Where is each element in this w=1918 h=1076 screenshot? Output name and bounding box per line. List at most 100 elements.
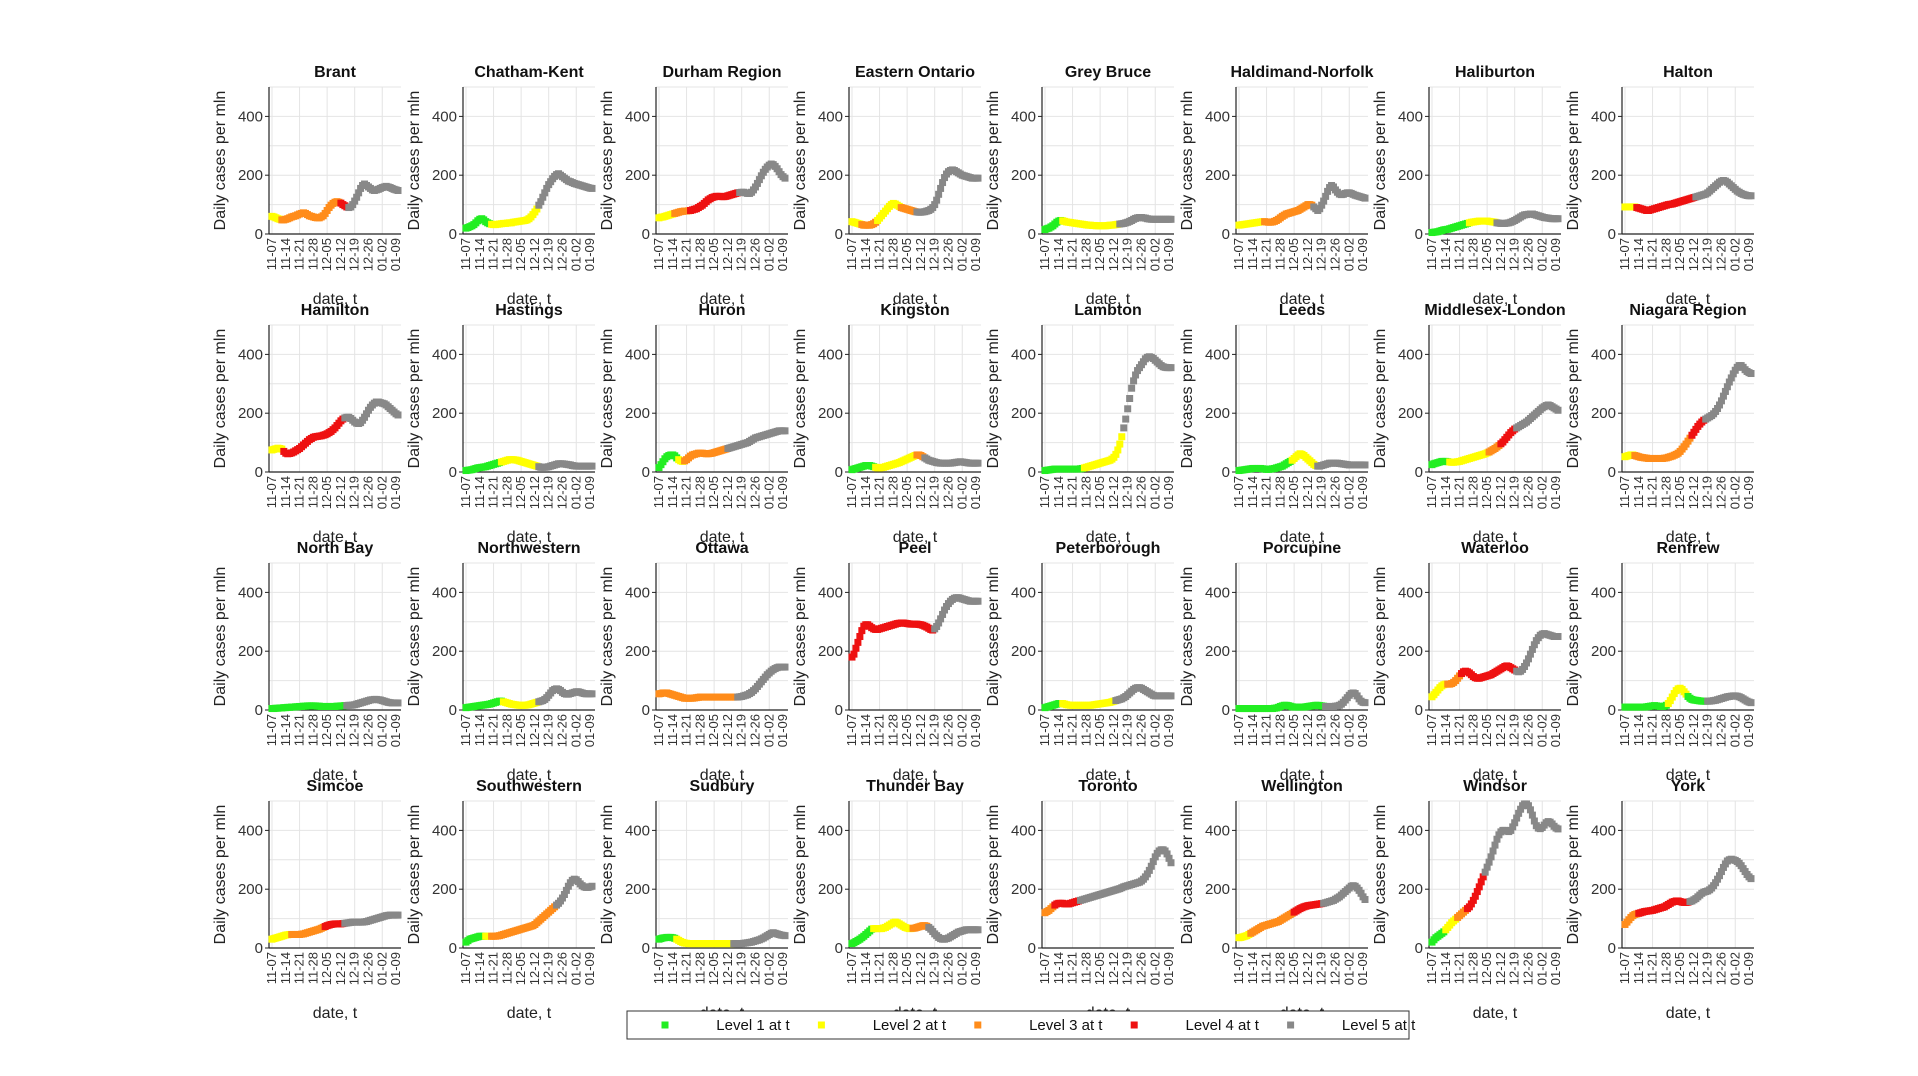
y-tick-label: 200 xyxy=(238,881,263,898)
panel-title: Huron xyxy=(698,302,745,319)
x-tick-label: 11-07 xyxy=(1037,476,1052,508)
x-tick-label: 12-05 xyxy=(1479,238,1494,271)
x-tick-label: 01-02 xyxy=(1534,952,1549,985)
x-tick-label: 11-14 xyxy=(1051,714,1066,746)
x-tick-label: 12-12 xyxy=(913,952,928,985)
x-tick-label: 01-09 xyxy=(1355,238,1370,271)
x-tick-label: 01-09 xyxy=(1548,238,1563,271)
x-tick-label: 12-26 xyxy=(747,714,762,747)
y-tick-label: 400 xyxy=(1398,346,1423,363)
x-tick-label: 11-21 xyxy=(486,952,501,984)
x-tick-label: 12-26 xyxy=(1327,714,1342,747)
y-tick-label: 0 xyxy=(449,940,457,957)
x-tick-label: 01-02 xyxy=(568,238,583,271)
panel-title: Hamilton xyxy=(301,302,369,319)
x-tick-label: 11-14 xyxy=(1051,238,1066,270)
x-tick-label: 12-26 xyxy=(747,952,762,985)
x-tick-label: 11-14 xyxy=(665,476,680,508)
panel-waterloo: 020040011-0711-1411-2111-2812-0512-1212-… xyxy=(1372,540,1563,784)
panel-title: Chatham-Kent xyxy=(474,64,584,81)
x-tick-label: 11-28 xyxy=(499,714,514,746)
x-tick-label: 11-07 xyxy=(651,952,666,984)
x-tick-label: 12-26 xyxy=(1133,714,1148,747)
y-tick-label: 200 xyxy=(1011,643,1036,660)
x-tick-label: 12-26 xyxy=(1327,952,1342,985)
x-tick-label: 01-09 xyxy=(1355,714,1370,747)
x-tick-label: 11-14 xyxy=(278,238,293,270)
x-tick-label: 11-14 xyxy=(278,476,293,508)
x-tick-label: 12-12 xyxy=(1300,714,1315,747)
x-tick-label: 11-21 xyxy=(872,952,887,984)
y-axis-label: Daily cases per mln xyxy=(1565,805,1582,945)
y-tick-label: 200 xyxy=(818,405,843,422)
x-tick-label: 01-02 xyxy=(761,714,776,747)
y-tick-label: 200 xyxy=(1011,167,1036,184)
x-tick-label: 11-21 xyxy=(1452,952,1467,984)
x-tick-label: 11-21 xyxy=(872,238,887,270)
data-point-level-5 xyxy=(1554,406,1562,414)
y-tick-label: 200 xyxy=(1591,881,1616,898)
data-point-level-5 xyxy=(933,623,941,631)
panel-peel: 020040011-0711-1411-2111-2812-0512-1212-… xyxy=(792,540,983,784)
x-tick-label: 01-09 xyxy=(388,476,403,509)
data-point-level-5 xyxy=(1167,692,1175,700)
data-point-level-5 xyxy=(1511,819,1519,827)
x-tick-label: 12-19 xyxy=(1120,476,1135,509)
data-point-level-5 xyxy=(535,201,543,209)
x-tick-label: 12-12 xyxy=(720,952,735,985)
x-tick-label: 12-05 xyxy=(1286,714,1301,747)
x-tick-label: 12-05 xyxy=(513,714,528,747)
x-tick-label: 12-26 xyxy=(1520,952,1535,985)
x-tick-label: 11-14 xyxy=(1245,714,1260,746)
data-point-level-5 xyxy=(1361,895,1369,903)
panel-brant: 020040011-0711-1411-2111-2812-0512-1212-… xyxy=(212,64,403,308)
x-tick-label: 01-09 xyxy=(775,952,790,985)
data-point-level-5 xyxy=(1523,659,1530,667)
x-axis-label: date, t xyxy=(1666,529,1711,546)
panel-title: Ottawa xyxy=(695,540,748,557)
x-tick-label: 12-05 xyxy=(1092,238,1107,271)
data-point-level-5 xyxy=(1324,187,1332,195)
y-tick-label: 200 xyxy=(238,405,263,422)
data-point-level-5 xyxy=(361,413,369,421)
x-axis-label: date, t xyxy=(1666,291,1711,308)
x-tick-label: 01-09 xyxy=(1161,952,1176,985)
data-point-level-5 xyxy=(1124,405,1132,413)
x-tick-label: 11-28 xyxy=(885,952,900,984)
x-tick-label: 11-07 xyxy=(1231,476,1246,508)
y-tick-label: 400 xyxy=(1398,584,1423,601)
x-tick-label: 01-09 xyxy=(1741,714,1756,747)
data-point-level-5 xyxy=(562,886,570,894)
x-tick-label: 11-14 xyxy=(278,714,293,746)
data-point-level-4 xyxy=(1473,888,1481,896)
panel-southwestern: 020040011-0711-1411-2111-2812-0512-1212-… xyxy=(406,778,597,1022)
x-tick-label: 11-28 xyxy=(1272,476,1287,508)
data-point-level-5 xyxy=(781,427,789,435)
x-tick-label: 12-05 xyxy=(1479,714,1494,747)
y-axis-label: Daily cases per mln xyxy=(1565,91,1582,231)
panel-title: Thunder Bay xyxy=(866,778,964,795)
x-tick-label: 11-28 xyxy=(305,238,320,270)
panel-title: Simcoe xyxy=(307,778,364,795)
y-tick-label: 0 xyxy=(1415,940,1423,957)
data-point-level-5 xyxy=(1361,194,1369,202)
data-point-level-5 xyxy=(1167,859,1175,867)
x-axis-label: date, t xyxy=(1280,291,1325,308)
y-tick-label: 400 xyxy=(625,584,650,601)
x-tick-label: 12-12 xyxy=(913,238,928,271)
y-tick-label: 400 xyxy=(432,346,457,363)
y-tick-label: 200 xyxy=(1011,881,1036,898)
y-tick-label: 200 xyxy=(818,881,843,898)
y-tick-label: 0 xyxy=(1222,464,1230,481)
y-tick-label: 400 xyxy=(1205,584,1230,601)
y-tick-label: 200 xyxy=(238,643,263,660)
y-axis-label: Daily cases per mln xyxy=(792,805,809,945)
y-tick-label: 0 xyxy=(1608,464,1616,481)
x-tick-label: 11-28 xyxy=(1658,714,1673,746)
x-axis-label: date, t xyxy=(893,291,938,308)
x-tick-label: 12-26 xyxy=(554,238,569,271)
data-point-level-5 xyxy=(1163,850,1171,858)
y-tick-label: 200 xyxy=(625,881,650,898)
x-tick-label: 12-12 xyxy=(1106,714,1121,747)
x-tick-label: 11-28 xyxy=(1658,238,1673,270)
